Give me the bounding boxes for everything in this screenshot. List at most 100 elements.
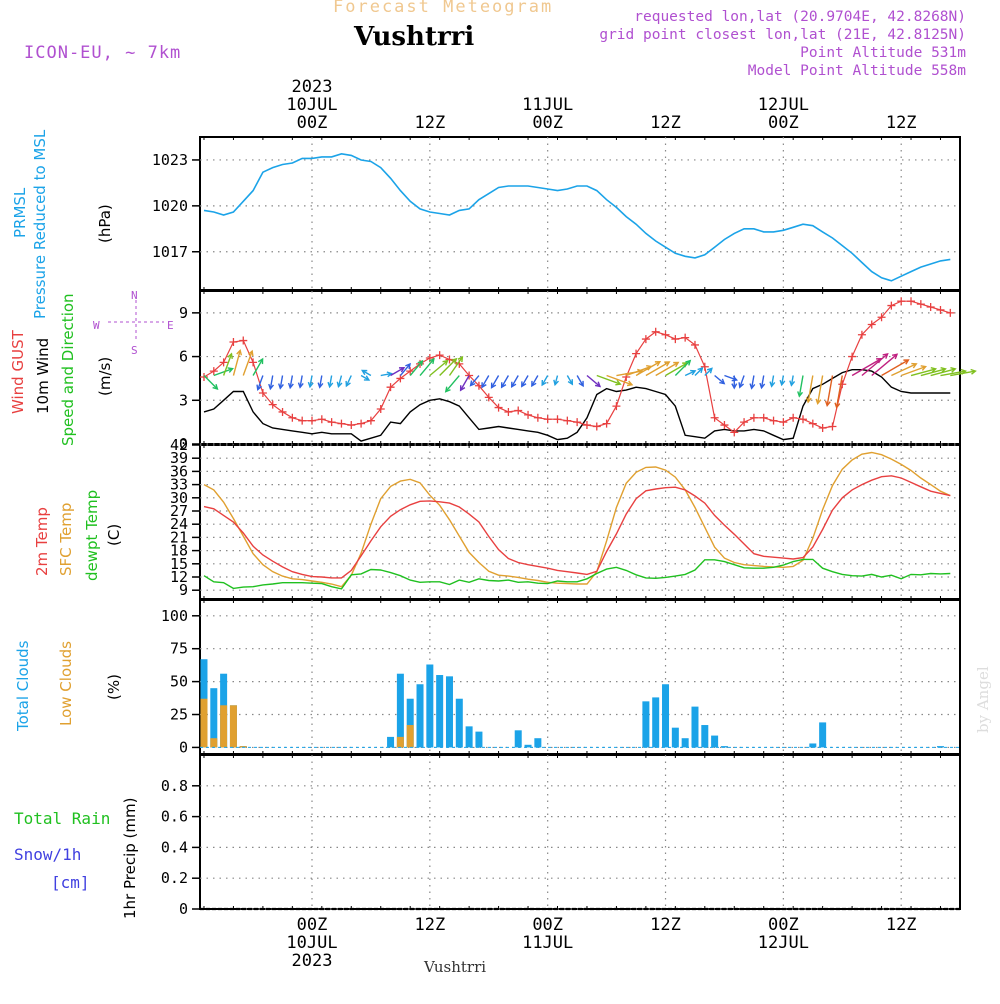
- gust-marker: [209, 367, 218, 376]
- wind-arrow: [817, 375, 824, 404]
- wind-arrow: [950, 370, 976, 377]
- bottom-hour-label: 00Z: [532, 915, 563, 935]
- gust-marker: [602, 419, 611, 428]
- wind-arrow-head: [327, 381, 334, 389]
- wind-arrow: [289, 375, 294, 388]
- top-hour-label: 12Z: [886, 113, 917, 133]
- wind-arrow-head: [970, 368, 977, 375]
- wind-arrow: [337, 375, 343, 387]
- gust-marker: [543, 415, 552, 424]
- wind-arrow: [481, 375, 490, 388]
- bottom-hour-label: 00Z: [297, 915, 328, 935]
- wind-arrow-head: [212, 383, 219, 390]
- wind-arrow-head: [626, 380, 634, 387]
- gust-marker: [897, 297, 906, 306]
- wind-arrow-head: [398, 367, 406, 373]
- compass-n: N: [131, 289, 138, 302]
- wind-arrow: [213, 368, 233, 377]
- wind-arrow-head: [578, 380, 584, 388]
- wind-arrow-head: [363, 375, 371, 381]
- top-year-label: 2023: [292, 77, 333, 97]
- wind-arrow-head: [567, 379, 574, 386]
- total-cloud-bar: [819, 722, 827, 748]
- wind-arrow-head: [268, 383, 275, 391]
- temperature-ytick-label: 30: [170, 489, 188, 507]
- wind-arrow: [891, 363, 917, 377]
- wind-arrow: [930, 368, 956, 377]
- gust-marker: [828, 422, 837, 431]
- wind-arrow-head: [731, 383, 738, 390]
- wind-arrow: [704, 367, 713, 377]
- gust-marker: [877, 313, 886, 322]
- wind-arrow: [511, 375, 519, 388]
- footer-location: Vushtrri: [424, 958, 487, 976]
- wind-arrow: [694, 367, 703, 377]
- dewpt-label: dewpt Temp: [83, 489, 101, 581]
- wind-speed-line: [203, 369, 951, 442]
- gust-marker: [867, 320, 876, 329]
- wind-arrow-head: [236, 348, 243, 356]
- top-hour-label: 00Z: [297, 113, 328, 133]
- gust-marker: [268, 400, 277, 409]
- wind-arrow: [203, 375, 218, 390]
- wind-arrow: [645, 361, 670, 377]
- gust-marker: [298, 416, 307, 425]
- gust-marker: [317, 415, 326, 424]
- clouds-frame: [199, 599, 961, 755]
- wind-ytick-label: 6: [179, 348, 188, 366]
- gust-marker: [887, 301, 896, 310]
- total-cloud-bar: [426, 664, 434, 748]
- wind-arrow-head: [594, 381, 602, 388]
- wind-arrow: [360, 374, 370, 381]
- wind-arrow-head: [738, 382, 745, 389]
- total-cloud-bar: [691, 706, 699, 748]
- precip-axis-label: 1hr Precip (mm): [121, 797, 139, 919]
- requested-point: requested lon,lat (20.9704E, 42.8268N): [634, 9, 966, 25]
- wind-arrow: [826, 375, 834, 406]
- total-cloud-bar: [524, 744, 532, 748]
- wind-arrow: [429, 360, 448, 377]
- wind-label: 10m Wind: [34, 337, 52, 414]
- compass-s: S: [131, 344, 138, 357]
- gust-marker: [789, 413, 798, 422]
- gust-label: Wind GUST: [9, 330, 27, 414]
- wind-arrow-head: [297, 382, 304, 389]
- wind-arrow-head: [805, 397, 812, 404]
- wind-arrow: [490, 375, 500, 388]
- wind-arrow-head: [553, 379, 559, 387]
- clouds-ytick-label: 100: [161, 607, 188, 625]
- wind-arrow: [439, 358, 457, 377]
- wind-arrow: [521, 375, 529, 387]
- wind-arrow-head: [834, 402, 841, 409]
- pressure-unit-label: (hPa): [96, 204, 114, 243]
- gust-marker: [592, 422, 601, 431]
- wind-arrow: [554, 375, 559, 385]
- gust-marker: [573, 418, 582, 427]
- gust-marker: [720, 421, 729, 430]
- gust-marker: [465, 371, 474, 380]
- wind-arrow-head: [759, 382, 766, 390]
- bottom-date-label: 10JUL: [286, 933, 337, 953]
- bottom-hour-label: 12Z: [886, 915, 917, 935]
- temperature-ytick-label: 39: [170, 449, 188, 467]
- total-cloud-bar: [681, 738, 689, 748]
- precip-frame: [199, 754, 961, 910]
- total-cloud-bar: [671, 727, 679, 748]
- wind-arrow: [252, 358, 264, 376]
- total-cloud-bar: [416, 684, 424, 748]
- wind-arrow-head: [719, 378, 726, 385]
- wind-arrow-head: [451, 357, 458, 364]
- gust-marker: [749, 413, 758, 422]
- top-hour-label: 00Z: [768, 113, 799, 133]
- temp2m-label: 2m Temp: [33, 507, 51, 576]
- compass-e: E: [167, 319, 174, 332]
- wind-arrow-head: [307, 381, 314, 389]
- gust-marker: [681, 333, 690, 342]
- temperature-ytick-label: 9: [179, 581, 188, 599]
- wind-arrow-head: [256, 384, 262, 391]
- temperature-ytick-label: 33: [170, 476, 188, 494]
- total-cloud-bar: [465, 726, 473, 748]
- top-hour-label: 12Z: [650, 113, 681, 133]
- gust-marker: [308, 416, 316, 425]
- gust-marker: [612, 402, 621, 411]
